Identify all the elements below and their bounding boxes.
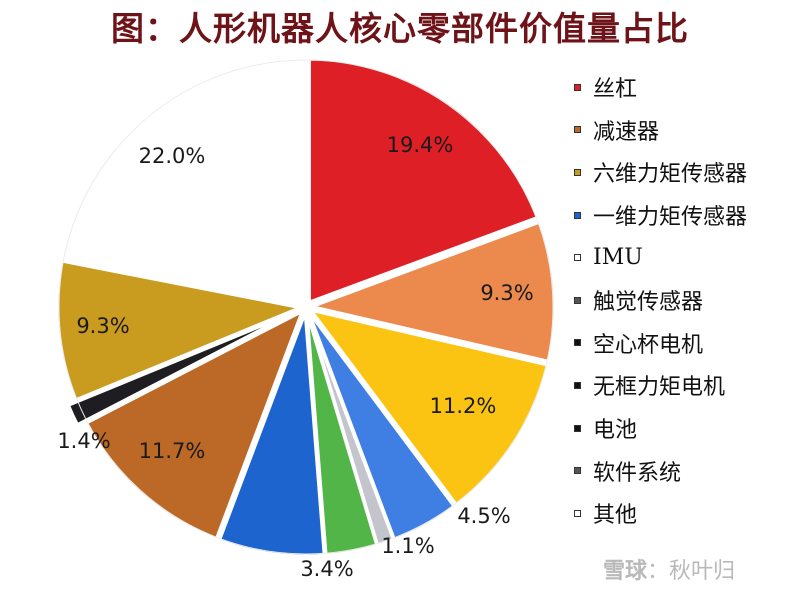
legend-label: 软件系统 <box>593 460 682 486</box>
legend-marker <box>574 254 581 262</box>
legend-item: 无框力矩电机 <box>574 364 747 407</box>
legend-marker <box>574 381 581 389</box>
legend-label: 减速器 <box>593 119 660 145</box>
legend-item: 触觉传感器 <box>574 279 747 322</box>
watermark-text: ：秋叶归 <box>647 559 736 584</box>
legend-marker <box>574 467 581 475</box>
legend-marker <box>574 424 581 432</box>
pie-slice <box>306 220 557 364</box>
legend-item: 丝杠 <box>574 66 747 109</box>
legend-item: IMU <box>574 236 747 279</box>
legend-marker <box>574 211 581 219</box>
legend-item: 软件系统 <box>574 449 747 492</box>
legend-marker <box>574 126 581 134</box>
legend-label: 一维力矩传感器 <box>593 205 748 231</box>
pie-outline <box>58 59 554 555</box>
pie-slice <box>55 259 306 402</box>
legend-marker <box>574 83 581 91</box>
legend: 丝杠减速器六维力矩传感器 一维力矩传感器 IMU 触觉传感器空心杯电机无框力矩电机 电池… <box>574 66 747 535</box>
legend-item: 一维力矩传感器 <box>574 194 747 237</box>
legend-item: 其他 <box>574 492 747 535</box>
legend-label: 丝杠 <box>593 77 638 103</box>
pie-slice <box>307 307 550 507</box>
legend-item: 电池 <box>574 407 747 450</box>
pie-slice <box>305 312 379 557</box>
legend-label: 其他 <box>593 503 638 529</box>
legend-marker <box>574 168 581 176</box>
legend-item: 六维力矩传感器 <box>574 151 747 194</box>
legend-label: 触觉传感器 <box>593 290 704 316</box>
pie-slice <box>61 57 304 305</box>
slice-label: 1.4% <box>57 429 110 453</box>
slice-label: 11.7% <box>139 439 206 463</box>
pie-slice <box>66 311 294 427</box>
pie-slice <box>307 57 540 305</box>
pie-slice <box>84 308 305 541</box>
slice-labels: 19.4% 9.3% 11.2% 4.5% 1.1% 3.4% 11.7% 1.4% 9.3% 2… <box>57 133 533 581</box>
slice-label: 4.5% <box>457 504 510 528</box>
pie-slices <box>55 57 557 558</box>
slice-label: 22.0% <box>139 144 206 168</box>
legend-label: 无框力矩电机 <box>593 375 726 401</box>
slice-label: 9.3% <box>76 314 129 338</box>
legend-marker <box>574 339 581 347</box>
slice-label: 19.4% <box>387 133 454 157</box>
slice-label: 1.1% <box>381 534 434 558</box>
chart-title: 图：人形机器人核心零部件价值量占比 <box>111 9 689 48</box>
legend-label: 空心杯电机 <box>593 332 704 358</box>
legend-item: 空心杯电机 <box>574 322 747 365</box>
slice-label: 9.3% <box>480 281 533 305</box>
legend-label: 电池 <box>593 418 638 444</box>
legend-item: 减速器 <box>574 109 747 152</box>
watermark: 雪球：秋叶归 <box>603 553 735 585</box>
legend-label: IMU <box>593 245 643 271</box>
pie-slice <box>217 312 326 558</box>
legend-marker <box>574 509 581 517</box>
slice-label: 3.4% <box>300 557 353 581</box>
slice-label: 11.2% <box>430 394 497 418</box>
legend-label: 六维力矩传感器 <box>593 162 748 188</box>
legend-marker <box>574 296 581 304</box>
watermark-logo: 雪球 <box>603 559 648 584</box>
